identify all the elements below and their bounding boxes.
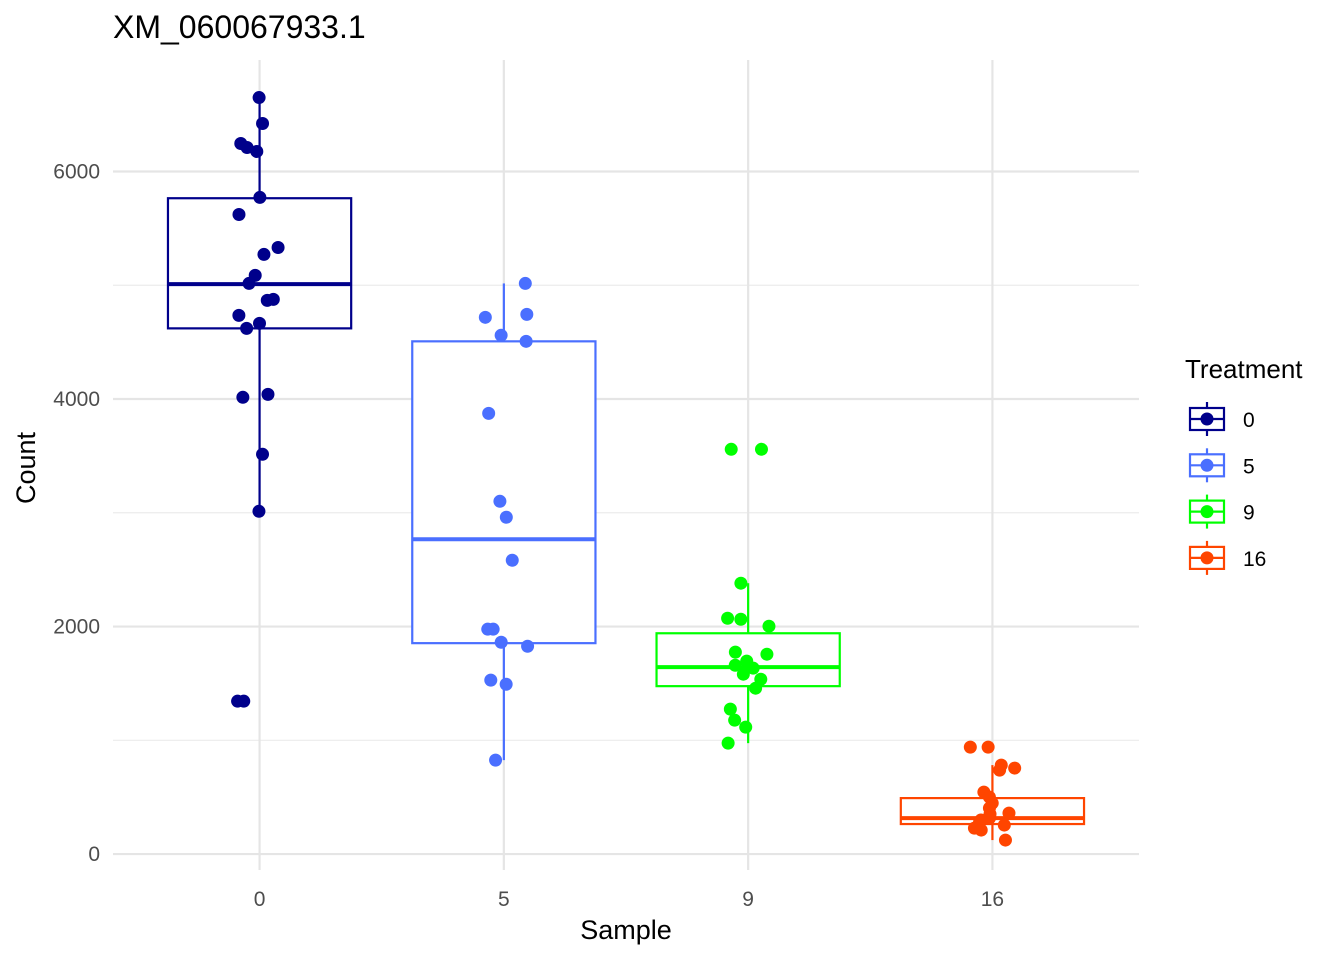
data-point (478, 310, 492, 324)
data-point (749, 681, 763, 695)
y-tick-label: 2000 (53, 616, 100, 639)
legend-title: Treatment (1185, 354, 1303, 384)
legend-label: 16 (1243, 548, 1266, 571)
data-point (739, 720, 753, 734)
x-tick-label: 0 (254, 888, 266, 911)
legend-point (1200, 412, 1214, 426)
data-point (494, 328, 508, 342)
data-point (728, 658, 742, 672)
data-point (256, 116, 270, 130)
data-point (240, 321, 254, 335)
data-point (257, 247, 271, 261)
data-point (728, 713, 742, 727)
legend-key-5: 5 (1188, 448, 1255, 483)
series-16 (899, 740, 1086, 847)
legend-label: 9 (1243, 502, 1255, 525)
legend-key-9: 9 (1188, 494, 1255, 529)
data-point (1008, 761, 1022, 775)
data-point (489, 753, 503, 767)
series-0 (166, 91, 353, 708)
x-tick-label: 5 (498, 888, 510, 911)
data-point (1002, 806, 1016, 820)
data-point (499, 510, 513, 524)
legend: 0 5 9 16 (1188, 402, 1266, 575)
data-point (499, 677, 513, 691)
data-point (997, 818, 1011, 832)
legend-key-16: 16 (1188, 540, 1266, 575)
data-point (518, 276, 532, 290)
data-point (505, 553, 519, 567)
y-tick-label: 6000 (53, 160, 100, 183)
chart-title: XM_060067933.1 (113, 9, 366, 45)
data-point (250, 144, 264, 158)
data-point (728, 645, 742, 659)
data-point (521, 639, 535, 653)
axes: 0 2000 4000 6000 0 5 9 16 (53, 160, 1004, 911)
data-point (236, 390, 250, 404)
data-point (252, 504, 266, 518)
data-point (240, 140, 254, 154)
data-point (232, 308, 246, 322)
data-point (723, 702, 737, 716)
data-point (974, 823, 988, 837)
x-tick-label: 16 (981, 888, 1004, 911)
data-point (231, 694, 245, 708)
data-point (998, 833, 1012, 847)
data-point (271, 240, 285, 254)
y-tick-label: 4000 (53, 388, 100, 411)
data-point (481, 622, 495, 636)
data-point (981, 740, 995, 754)
x-axis-label: Sample (580, 915, 672, 945)
series-9 (655, 442, 841, 750)
series-5 (411, 276, 597, 767)
data-point (494, 635, 508, 649)
data-point (760, 647, 774, 661)
data-point (493, 494, 507, 508)
data-point (520, 307, 534, 321)
data-point (482, 406, 496, 420)
box (166, 197, 353, 330)
data-point (754, 442, 768, 456)
data-point (746, 661, 760, 675)
data-point (242, 276, 256, 290)
legend-label: 5 (1243, 455, 1255, 478)
legend-point (1200, 551, 1214, 565)
data-point (762, 619, 776, 633)
data-point (260, 293, 274, 307)
data-point (256, 447, 270, 461)
data-point (736, 667, 750, 681)
data-point (721, 736, 735, 750)
data-point (734, 576, 748, 590)
legend-point (1200, 458, 1214, 472)
data-point (253, 190, 267, 204)
data-point (519, 334, 533, 348)
data-point (724, 442, 738, 456)
legend-label: 0 (1243, 409, 1255, 432)
data-point (734, 612, 748, 626)
data-point (261, 387, 275, 401)
plot-marks (166, 91, 1086, 847)
y-tick-label: 0 (88, 843, 100, 866)
data-point (484, 673, 498, 687)
data-point (252, 91, 266, 105)
legend-point (1200, 505, 1214, 519)
legend-key-0: 0 (1188, 402, 1255, 436)
data-point (253, 316, 267, 330)
x-tick-label: 9 (742, 888, 754, 911)
box (411, 340, 597, 645)
data-point (232, 207, 246, 221)
data-point (963, 740, 977, 754)
data-point (993, 763, 1007, 777)
y-axis-label: Count (11, 431, 41, 504)
data-point (721, 611, 735, 625)
